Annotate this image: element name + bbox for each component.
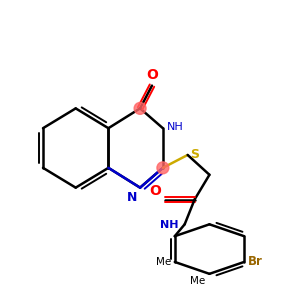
Text: Me: Me — [156, 257, 171, 267]
Circle shape — [134, 102, 146, 114]
Circle shape — [157, 162, 169, 174]
Text: NH: NH — [167, 122, 184, 132]
Text: S: S — [190, 148, 199, 161]
Text: O: O — [146, 68, 158, 82]
Text: NH: NH — [160, 220, 179, 230]
Text: Me: Me — [190, 276, 206, 286]
Text: N: N — [127, 190, 137, 204]
Text: O: O — [149, 184, 161, 198]
Text: Br: Br — [248, 256, 263, 268]
